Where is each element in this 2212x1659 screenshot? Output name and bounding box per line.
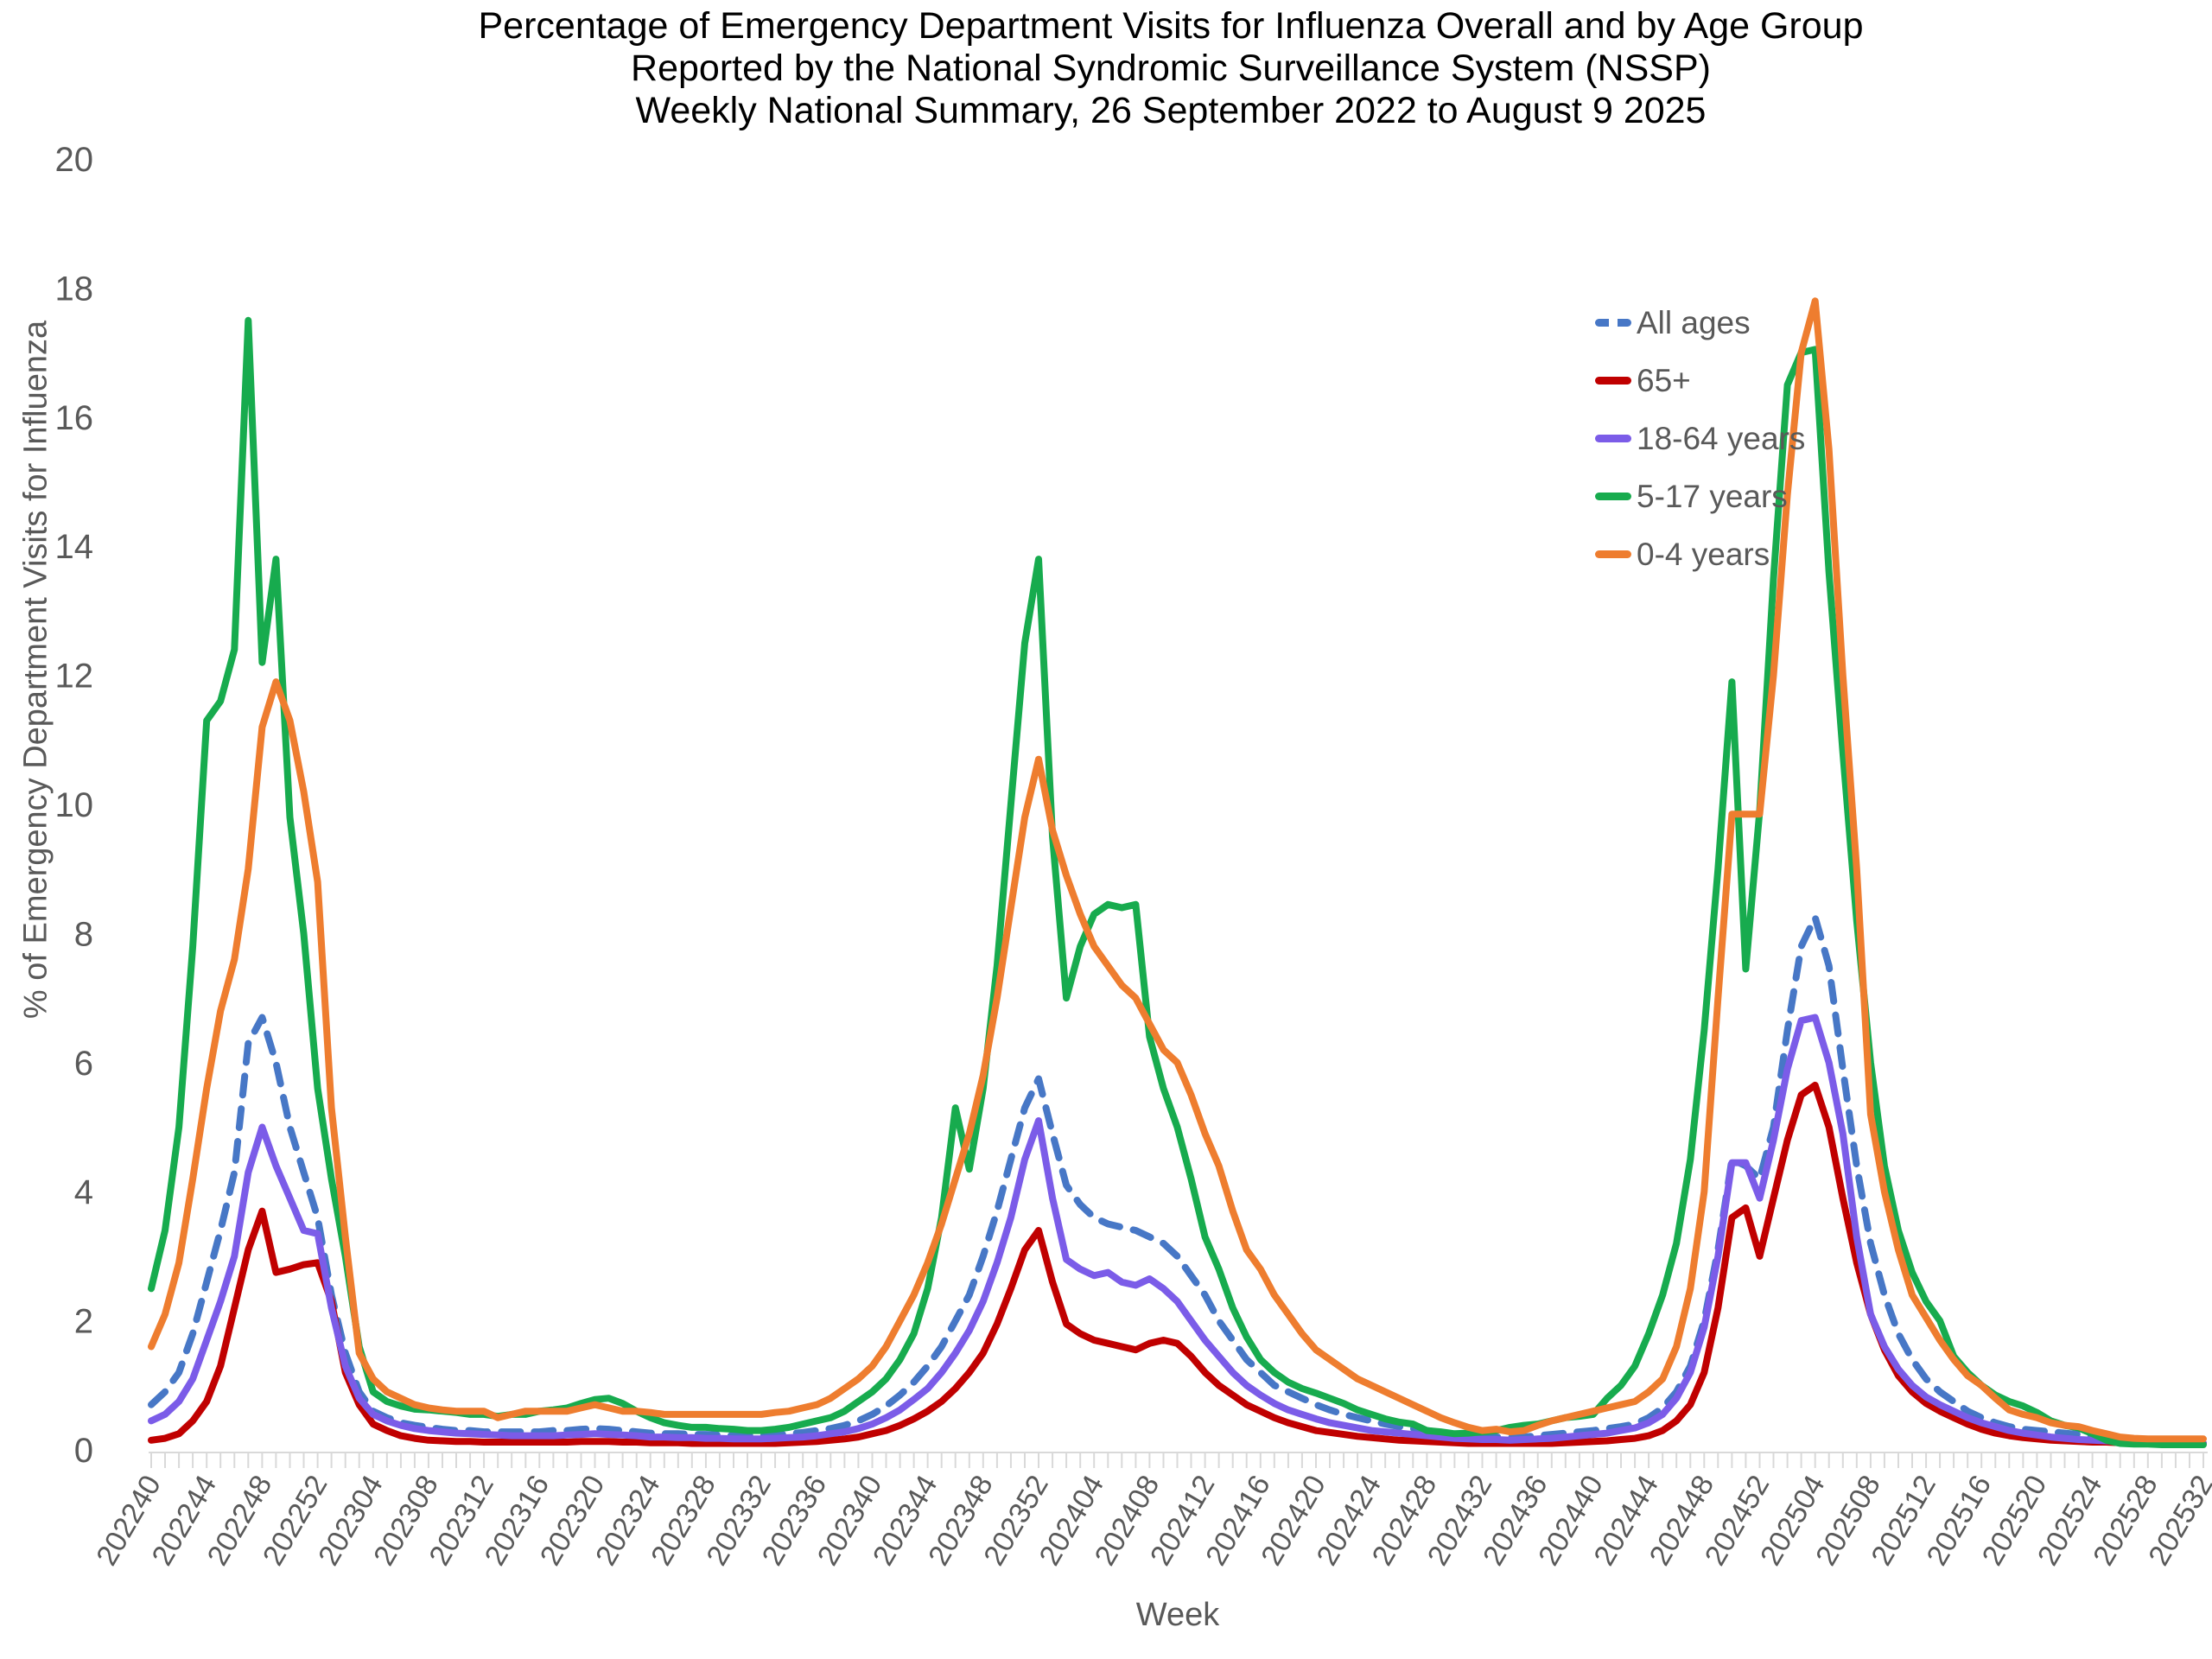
legend-item-5-17-years: 5-17 years — [1595, 478, 1805, 515]
legend-label-all-ages: All ages — [1637, 304, 1751, 340]
y-tick-label: 20 — [55, 141, 94, 179]
y-tick-label: 4 — [74, 1173, 93, 1211]
legend-label-65-plus: 65+ — [1637, 362, 1691, 398]
y-tick-label: 14 — [55, 528, 94, 566]
series-line-all-ages — [148, 913, 2207, 1447]
series-line-0-4-years — [148, 297, 2207, 1443]
y-tick-label: 8 — [74, 915, 93, 953]
series-line-18-64-years — [148, 1014, 2207, 1447]
legend-label-18-64-years: 18-64 years — [1637, 420, 1806, 456]
legend-item-18-64-years: 18-64 years — [1595, 420, 1805, 457]
y-tick-label: 0 — [74, 1432, 93, 1470]
y-tick-label: 16 — [55, 399, 94, 437]
y-tick-label: 6 — [74, 1045, 93, 1083]
legend-item-65-plus: 65+ — [1595, 362, 1805, 399]
y-tick-label: 18 — [55, 270, 94, 308]
series-line-5-17-years — [148, 316, 2207, 1448]
y-tick-label: 2 — [74, 1303, 93, 1341]
chart-title-line2: Reported by the National Syndromic Surve… — [631, 48, 1711, 89]
legend-swatch-18-64-years — [1595, 435, 1631, 442]
legend-swatch-0-4-years — [1595, 550, 1631, 558]
legend-item-all-ages: All ages — [1595, 304, 1805, 341]
legend-swatch-all-ages — [1595, 319, 1631, 327]
y-tick-label: 12 — [55, 658, 94, 696]
legend-label-0-4-years: 0-4 years — [1637, 536, 1770, 572]
chart-title-line3: Weekly National Summary, 26 September 20… — [635, 90, 1707, 131]
legend-label-5-17-years: 5-17 years — [1637, 478, 1788, 514]
x-axis-title: Week — [1135, 1597, 1220, 1633]
y-tick-label: 10 — [55, 786, 94, 824]
chart-title: Percentage of Emergency Department Visit… — [130, 5, 2212, 132]
legend-swatch-65-plus — [1595, 377, 1631, 385]
legend: All ages 65+ 18-64 years 5-17 years 0-4 … — [1595, 304, 1805, 594]
legend-item-0-4-years: 0-4 years — [1595, 536, 1805, 573]
chart-title-line1: Percentage of Emergency Department Visit… — [478, 5, 1864, 47]
legend-swatch-5-17-years — [1595, 493, 1631, 500]
